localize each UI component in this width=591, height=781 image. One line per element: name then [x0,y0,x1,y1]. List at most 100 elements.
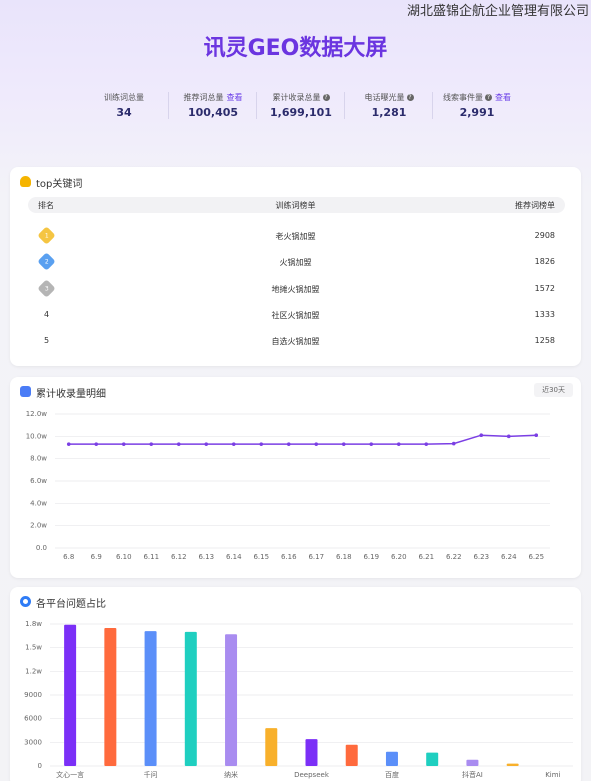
bar [64,624,77,766]
point [534,433,539,438]
x-tick-label: 纳米 [224,770,238,779]
x-tick-label: 6.11 [143,553,159,561]
x-tick-label: 6.18 [336,553,352,561]
trophy-icon [20,176,31,187]
stats: 训练词总量 34 推荐词总量 查看 100,405 累计收录总量? 1,699,101 电话曝… [80,92,520,126]
stat-label: 线索事件量 [443,93,483,102]
x-tick-label: 6.20 [391,553,407,561]
stat-label-row: 累计收录总量? [257,92,345,103]
keyword: 火锅加盟 [279,258,312,268]
bar [144,631,157,766]
y-tick-label: 2.0w [30,522,47,530]
x-tick-label: Kimi [545,771,560,779]
line-card: 累计收录量明细 近30天 0.0 2.0w 4.0w 6.0w 8.0w 10.0w 12.… [10,377,581,578]
point [424,442,429,446]
point [451,441,456,446]
x-tick-label: 文心一言 [56,770,84,779]
help-icon: ? [406,94,414,101]
range-select[interactable]: 近30天 [534,383,573,397]
chart-icon [20,386,31,397]
rank: 5 [44,336,50,346]
x-tick-label: 6.13 [198,553,214,561]
x-tick-label: Deepseek [294,771,330,779]
help-icon: ? [322,94,330,101]
point [396,442,401,446]
y-tick-label: 1.2w [25,667,42,675]
count: 1572 [534,283,555,293]
stat: 推荐词总量 查看 100,405 [168,92,257,119]
y-tick-label: 12.0w [26,410,48,418]
x-tick-label: 6.25 [528,553,544,561]
point [204,442,209,446]
point [506,434,511,439]
pie-icon [20,596,31,607]
keywords-card: top关键词 排名 训练词榜单 推荐词榜单 1 老火锅加盟 2908 2 火锅加盟 1826 3 地… [10,167,581,366]
y-tick-label: 1.8w [25,620,42,628]
x-tick-label: 6.10 [116,553,132,561]
point [66,442,71,446]
page-title: 讯灵GEO数据大屏 [203,36,388,61]
x-tick-label: 6.22 [446,553,462,561]
bar [385,751,398,766]
bar [466,759,479,766]
table-header [28,197,565,213]
company: 湖北盛锦企航企业管理有限公司 [406,4,589,19]
line-chart: 0.0 2.0w 4.0w 6.0w 8.0w 10.0w 12.0w 6.8 6.9 6.10 6… [26,410,550,561]
bar [184,631,197,766]
stat: 累计收录总量? 1,699,101 [256,92,345,119]
x-tick-label: 6.8 [63,553,74,561]
stat-label-row: 线索事件量? 查看 [433,92,521,103]
keyword: 老火锅加盟 [275,232,316,241]
line [68,434,537,445]
keyword: 社区火锅加盟 [271,310,320,320]
y-tick-label: 8.0w [30,455,47,463]
card-title: top关键词 [36,179,83,190]
stat-link[interactable]: 查看 [226,93,243,102]
table-row: 4 社区火锅加盟 1333 [10,306,581,326]
count: 1826 [534,257,555,267]
y-tick-label: 0 [38,762,42,770]
y-tick-label: 10.0w [26,432,48,440]
point [149,442,154,446]
point [341,442,346,446]
card-title: 各平台问题占比 [36,599,106,610]
x-tick-label: 6.16 [281,553,297,561]
bar [345,744,358,766]
count: 2908 [534,231,555,240]
bar [506,763,519,766]
stat-label: 累计收录总量 [272,93,321,102]
x-tick-label: 6.24 [501,553,517,561]
point [231,442,236,446]
stat-value: 1,699,101 [270,106,332,119]
bar-chart: 0 3000 6000 9000 1.2w 1.5w 1.8w 文心一言 千问 纳米 Deepsee… [24,620,573,779]
help-icon: ? [485,94,492,101]
keyword: 自选火锅加盟 [271,337,320,347]
stat-value: 1,281 [371,106,407,119]
x-tick-label: 6.12 [171,553,187,561]
table-row: 2 火锅加盟 1826 [10,252,581,273]
y-tick-label: 4.0w [30,499,47,507]
bar [305,739,318,766]
x-tick-label: 6.14 [226,553,242,561]
y-tick-label: 6.0w [30,477,47,485]
column-header: 排名 [38,201,54,210]
y-tick-label: 6000 [24,715,42,723]
x-tick-label: 百度 [385,770,399,779]
stat-value: 100,405 [187,106,239,119]
x-tick-label: 6.9 [91,553,102,561]
x-tick-label: 抖音AI [462,770,483,779]
stat-value: 34 [116,106,132,119]
point [176,442,181,446]
stat-value: 2,991 [459,106,495,119]
stat-label-row: 推荐词总量 查看 [169,92,257,103]
stat-link[interactable]: 查看 [495,93,511,102]
table-header-row: 排名 训练词榜单 推荐词榜单 [10,197,581,217]
point [314,442,319,446]
table-row: 1 老火锅加盟 2908 [10,226,581,247]
y-tick-label: 1.5w [25,644,42,652]
stat-label: 电话曝光量 [364,93,405,102]
point [369,442,374,446]
stat-label-row: 训练词总量 [80,92,168,103]
card-title: 累计收录量明细 [36,389,106,400]
